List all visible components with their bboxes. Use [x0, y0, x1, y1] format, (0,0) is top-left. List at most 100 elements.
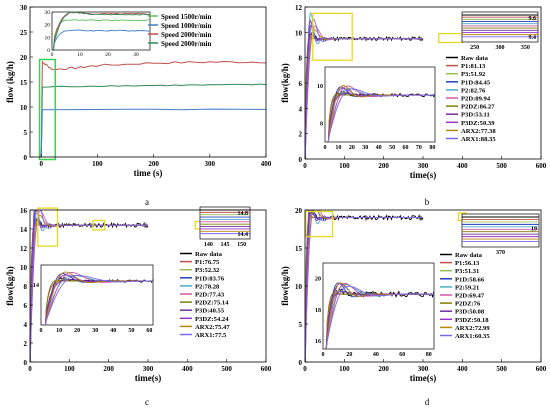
y-tick-label: 12 — [295, 4, 303, 12]
y-tick-label: 10 — [20, 104, 28, 112]
axes-d: 0 100 200 300 400 500 60005101520time(s)flow(k… — [280, 207, 547, 383]
legend-label: P2D:77.43 — [195, 292, 225, 299]
inset-x-tick-label: 140 — [204, 242, 213, 248]
y-axis-label: flow(kg/h) — [280, 266, 290, 306]
y-tick-label: 25 — [20, 29, 28, 37]
inset-y-tick-label: 0 — [47, 48, 50, 54]
model-line — [30, 210, 148, 362]
legend-label: P3D:50.08 — [455, 309, 485, 316]
y-axis-label: flow (kg/h) — [5, 61, 15, 103]
y-tick-label: 8 — [299, 55, 303, 63]
legend-label: Raw data — [455, 252, 483, 259]
y-tick-label: 5 — [24, 129, 28, 137]
inset-plot — [44, 271, 153, 325]
x-tick-label: 500 — [496, 365, 507, 373]
legend-label: P3DZ:50.39 — [461, 120, 495, 127]
legend-label: P2DZ:76 — [455, 301, 481, 308]
inset-zoom-c: 140 145 150 14.4 14.8 — [199, 206, 251, 248]
series-line — [40, 83, 266, 157]
zoom-highlight-box — [438, 32, 463, 44]
inset-x-tick-label: 10 — [335, 145, 341, 151]
inset-a: 0 10 20 30 0 10 20 30 — [45, 10, 151, 58]
x-tick-label: 200 — [148, 160, 159, 168]
x-tick-label: 200 — [378, 162, 389, 170]
legend-label: P1:81.13 — [461, 63, 486, 70]
x-tick-label: 500 — [496, 162, 507, 170]
inset-start-d: 0 20 40 60 80 16 18 20 — [315, 262, 435, 358]
inset-x-tick-label: 70 — [416, 145, 422, 151]
y-tick-label: 4 — [24, 321, 28, 329]
legend-label: P3DZ:50.18 — [455, 317, 489, 324]
plot-area-c — [30, 210, 149, 362]
inset-y-tick-label: 14.8 — [238, 211, 249, 217]
legend-label: P3:51.31 — [455, 268, 479, 275]
x-axis-label: time(s) — [135, 373, 162, 383]
inset-x-tick-label: 50 — [389, 145, 395, 151]
legend-d: Raw dataP1:56.13P3:51.31P1D:58.66P2:59.2… — [440, 252, 490, 340]
inset-x-tick-label: 300 — [496, 45, 505, 51]
y-tick-label: 15 — [295, 245, 303, 253]
legend-label: P2D:69.47 — [455, 293, 485, 300]
legend-label: P2:82.76 — [461, 87, 486, 94]
inset-frame — [322, 262, 435, 350]
panel-b: 250 300 350 9.4 9.6 0 10 20 30 40 50 60 70 80 8 10 Raw d… — [305, 11, 539, 207]
x-tick-label: 600 — [536, 365, 547, 373]
y-tick-label: 0 — [299, 156, 303, 164]
x-tick-label: 200 — [103, 365, 114, 373]
legend-label: P1D:83.76 — [195, 275, 225, 282]
y-tick-label: 12 — [20, 245, 28, 253]
series-line — [40, 108, 266, 157]
inset-x-tick-label: 350 — [521, 45, 530, 51]
inset-start-b: 0 10 20 30 40 50 60 70 80 8 10 — [317, 66, 436, 151]
legend-label: P1D:84.45 — [461, 79, 491, 86]
panel-label-c: c — [145, 397, 149, 407]
y-tick-label: 10 — [295, 29, 303, 37]
inset-x-tick-label: 0 — [40, 328, 43, 334]
legend-label: P3D:40.55 — [195, 308, 225, 315]
legend-label: Speed 1000r/min — [161, 22, 211, 30]
legend-label: Speed 1500r/min — [161, 13, 211, 21]
legend-label: Speed 2000r/min — [161, 31, 211, 39]
x-tick-label: 200 — [378, 365, 389, 373]
inset-x-tick-label: 50 — [128, 328, 134, 334]
inset-y-tick-label: 16 — [315, 339, 321, 345]
y-tick-label: 4 — [299, 105, 303, 113]
legend-label: P2DZ:86.27 — [461, 104, 495, 111]
x-tick-label: 100 — [339, 365, 350, 373]
legend-b: Raw dataP1:81.13P3:51.92P1D:84.45P2:82.7… — [446, 55, 496, 143]
inset-x-tick-label: 60 — [146, 328, 152, 334]
inset-frame — [461, 11, 539, 43]
y-axis-label: flow(kg/h) — [5, 266, 15, 306]
legend-label: P3:51.92 — [461, 71, 486, 78]
x-tick-label: 600 — [536, 162, 547, 170]
inset-y-tick-label: 9.6 — [529, 16, 537, 22]
inset-model-line — [44, 274, 153, 325]
inset-x-tick-label: 20 — [105, 52, 111, 58]
x-axis-label: time (s) — [134, 168, 163, 178]
x-tick-label: 300 — [418, 162, 429, 170]
x-tick-label: 600 — [261, 365, 272, 373]
x-tick-label: 0 — [303, 162, 307, 170]
panel-label-b: b — [425, 197, 430, 207]
y-tick-label: 15 — [20, 79, 28, 87]
legend-label: P3:52.32 — [195, 267, 220, 274]
inset-x-tick-label: 80 — [426, 352, 432, 358]
legend-label: P2D:89.94 — [461, 96, 491, 103]
y-axis-label: flow(kg/h) — [280, 63, 290, 103]
panel-d: 370 19 0 20 40 60 80 16 18 20 Raw dataP1:56.13P3:5… — [305, 210, 540, 407]
legend-label: ARX1:77.5 — [195, 332, 227, 339]
legend-label: ARX1:60.35 — [455, 333, 490, 340]
y-tick-label: 20 — [295, 207, 303, 215]
y-tick-label: 6 — [24, 302, 28, 310]
inset-plot — [325, 282, 434, 349]
legend-label: Speed 2000r/min — [161, 40, 211, 48]
inset-x-tick-label: 250 — [470, 45, 479, 51]
plot-area-a — [40, 60, 266, 157]
x-tick-label: 400 — [457, 162, 468, 170]
axes-c: 0 100 200 300 400 500 6000246810121416time(s)f… — [5, 207, 272, 383]
x-tick-label: 300 — [143, 365, 154, 373]
legend-label: ARX2:75.47 — [195, 324, 230, 331]
inset-series-line — [51, 29, 150, 52]
